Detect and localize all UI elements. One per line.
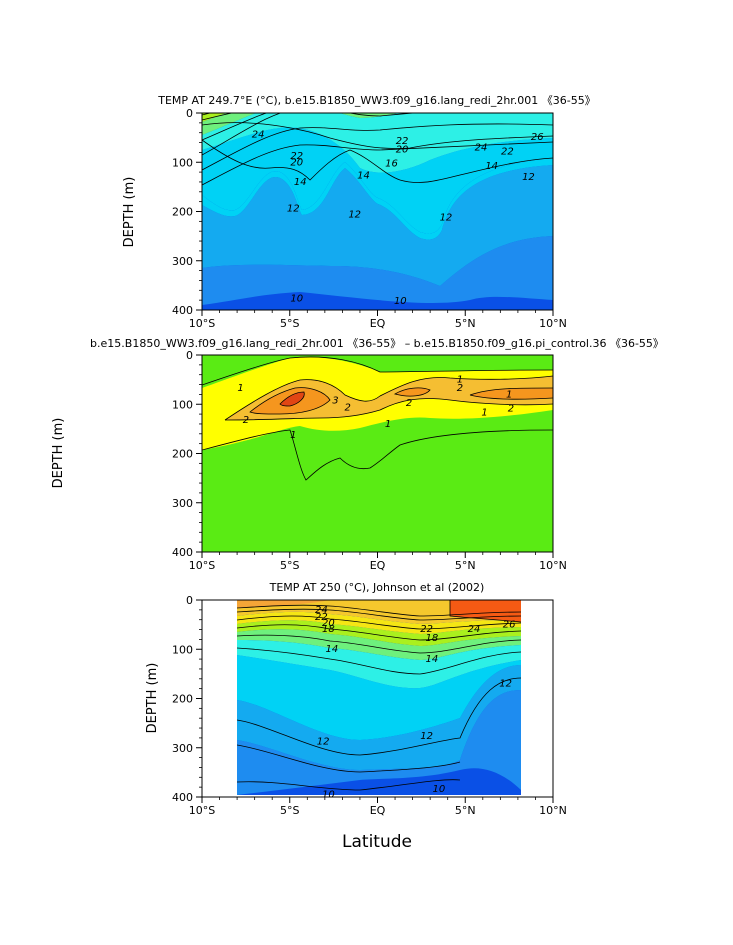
x-tick-label: 10°N <box>539 804 567 817</box>
contour-label: 10 <box>322 790 335 801</box>
filled-contours <box>237 600 521 795</box>
y-tick-label: 100 <box>172 643 193 656</box>
x-tick-label: 10°N <box>539 317 567 330</box>
y-tick-label: 300 <box>172 255 193 268</box>
contour-label: 1 <box>385 419 391 430</box>
contour-label: 14 <box>485 161 498 172</box>
contour-label: 18 <box>322 624 335 635</box>
panel-observed-temperature: TEMP AT 250 (°C), Johnson et al (2002) <box>145 581 567 852</box>
contour-label: 2 <box>457 383 463 394</box>
contour-label: 18 <box>426 633 439 644</box>
contour-label: 1 <box>506 389 512 400</box>
y-axis-label: DEPTH (m) <box>51 418 66 489</box>
contour-label: 24 <box>468 624 481 635</box>
contour-label: 24 <box>252 130 265 141</box>
contour-label: 22 <box>315 612 328 623</box>
contour-label: 20 <box>322 618 335 629</box>
contour-label: 24 <box>475 142 488 153</box>
contour-label: 2 <box>406 398 412 409</box>
y-axis-label: DEPTH (m) <box>122 177 137 248</box>
y-tick-label: 300 <box>172 497 193 510</box>
axes: 10°S 5°S EQ 5°N 10°N 0 100 200 300 400 <box>172 594 567 817</box>
x-tick-label: 10°N <box>539 559 567 572</box>
contour-label: 12 <box>287 204 300 215</box>
contour-label: 22 <box>501 146 514 157</box>
contour-label: 2 <box>243 415 249 426</box>
contour-label: 14 <box>357 171 370 182</box>
y-tick-label: 0 <box>186 349 193 362</box>
contour-label: 3 <box>332 395 338 406</box>
x-tick-label: 10°S <box>189 804 215 817</box>
x-tick-label: 5°N <box>455 804 476 817</box>
x-tick-label: 10°S <box>189 559 215 572</box>
contour-label: 14 <box>326 644 339 655</box>
y-tick-label: 300 <box>172 742 193 755</box>
panel-title: TEMP AT 249.7°E (°C), b.e15.B1850_WW3.f0… <box>157 94 596 107</box>
y-tick-label: 200 <box>172 206 193 219</box>
y-tick-label: 400 <box>172 304 193 317</box>
x-tick-label: EQ <box>370 804 386 817</box>
contour-label: 14 <box>426 654 439 665</box>
contour-lines <box>202 113 553 186</box>
contour-label: 26 <box>531 132 544 143</box>
y-tick-label: 100 <box>172 398 193 411</box>
y-tick-label: 200 <box>172 448 193 461</box>
contour-label: 22 <box>396 136 409 147</box>
contour-label: 20 <box>396 144 409 155</box>
x-axis-label: Latitude <box>342 832 412 852</box>
contour-label: 22 <box>420 624 433 635</box>
contour-lines <box>202 356 553 481</box>
contour-label: 12 <box>440 212 453 223</box>
contour-label: 12 <box>522 172 535 183</box>
filled-contours <box>202 113 553 310</box>
x-tick-label: 5°N <box>455 559 476 572</box>
contour-label: 1 <box>237 383 243 394</box>
contour-label: 14 <box>294 177 307 188</box>
contour-lines <box>237 600 521 791</box>
contour-label: 10 <box>433 784 446 795</box>
x-tick-label: 5°S <box>280 804 299 817</box>
contour-label: 10 <box>394 296 407 307</box>
contour-label: 12 <box>348 209 361 220</box>
contour-label: 24 <box>315 605 328 616</box>
contour-label: 12 <box>499 679 512 690</box>
contour-label: 12 <box>317 736 330 747</box>
x-tick-label: EQ <box>370 559 386 572</box>
y-tick-label: 400 <box>172 791 193 804</box>
x-tick-label: 5°N <box>455 317 476 330</box>
contour-label: 2 <box>344 403 350 414</box>
x-tick-label: 5°S <box>280 559 299 572</box>
x-tick-label: 10°S <box>189 317 215 330</box>
contour-label: 20 <box>290 157 303 168</box>
contour-label: 12 <box>420 731 433 742</box>
panel-difference: b.e15.B1850_WW3.f09_g16.lang_redi_2hr.00… <box>51 337 664 572</box>
contour-label: 22 <box>290 151 303 162</box>
contour-label: 10 <box>290 294 303 305</box>
panel-title: TEMP AT 250 (°C), Johnson et al (2002) <box>269 581 485 594</box>
axes: 10°S 5°S EQ 5°N 10°N 0 100 200 300 400 <box>172 107 567 330</box>
contour-label: 16 <box>385 158 398 169</box>
filled-contours <box>202 355 553 552</box>
contour-label: 1 <box>481 408 487 419</box>
y-tick-label: 0 <box>186 107 193 120</box>
y-tick-label: 400 <box>172 546 193 559</box>
panel-title: b.e15.B1850_WW3.f09_g16.lang_redi_2hr.00… <box>90 337 664 350</box>
x-tick-label: 5°S <box>280 317 299 330</box>
contour-label: 1 <box>457 375 463 386</box>
x-tick-label: EQ <box>370 317 386 330</box>
y-tick-label: 0 <box>186 594 193 607</box>
contour-label: 1 <box>290 430 296 441</box>
panel-model-temperature: TEMP AT 249.7°E (°C), b.e15.B1850_WW3.f0… <box>122 94 596 330</box>
axes: 10°S 5°S EQ 5°N 10°N 0 100 200 300 400 <box>172 349 567 572</box>
y-tick-label: 200 <box>172 693 193 706</box>
contour-label: 26 <box>503 620 516 631</box>
y-axis-label: DEPTH (m) <box>145 663 160 734</box>
contour-label: 2 <box>508 404 514 415</box>
y-tick-label: 100 <box>172 156 193 169</box>
